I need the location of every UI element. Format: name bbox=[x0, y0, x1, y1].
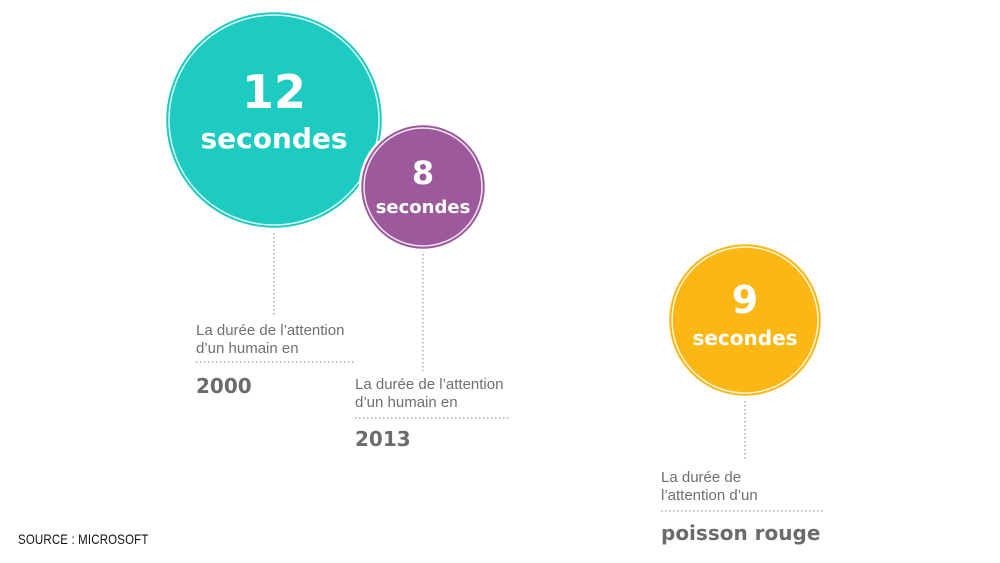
bubble-description-1-line-2: d’un humain en bbox=[196, 340, 299, 357]
bubble-subject-2: 2013 bbox=[355, 427, 411, 451]
bubble-ring-3 bbox=[671, 246, 819, 394]
bubble-circle-2 bbox=[358, 122, 488, 252]
bubble-ring-2 bbox=[363, 127, 483, 247]
bubble-subject-1: 2000 bbox=[196, 374, 252, 398]
bubble-circle-3 bbox=[666, 241, 824, 399]
bubble-unit-2: secondes bbox=[376, 197, 471, 218]
bubble-value-3: 9 bbox=[732, 278, 758, 322]
bubble-circle-1 bbox=[163, 9, 385, 231]
bubble-description-3-line-2: l’attention d’un bbox=[661, 487, 758, 504]
bubble-subject-3: poisson rouge bbox=[661, 521, 820, 545]
bubble-value-2: 8 bbox=[412, 154, 434, 192]
bubble-description-2-line-1: La durée de l’attention bbox=[355, 376, 503, 393]
bubble-description-2-line-2: d’un humain en bbox=[355, 394, 458, 411]
bubble-description-3-line-1: La durée de bbox=[661, 469, 741, 486]
source-credit: SOURCE : MICROSOFT bbox=[18, 531, 149, 547]
bubble-ring-1 bbox=[168, 14, 380, 226]
bubble-unit-1: secondes bbox=[200, 122, 347, 155]
bubble-unit-3: secondes bbox=[692, 326, 797, 350]
bubble-group-3: 9 secondes La durée del’attention d’un pois… bbox=[661, 241, 824, 545]
bubble-description-1-line-1: La durée de l’attention bbox=[196, 322, 344, 339]
bubble-value-1: 12 bbox=[242, 65, 306, 119]
